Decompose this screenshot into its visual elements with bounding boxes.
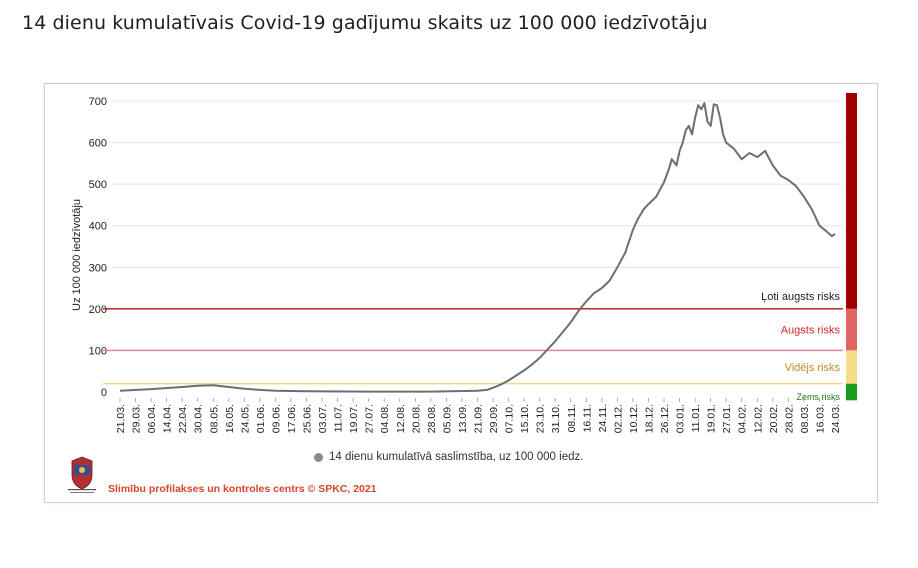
risk-band-label: Vidējs risks bbox=[785, 362, 841, 374]
risk-band bbox=[846, 383, 857, 401]
x-tick-label: 29.03. bbox=[131, 404, 143, 433]
legend-label: 14 dienu kumulatīvā saslimstība, uz 100 … bbox=[329, 451, 584, 463]
risk-band bbox=[846, 93, 857, 309]
x-tick-label: 28.08. bbox=[426, 404, 438, 433]
x-tick-label: 13.09. bbox=[457, 404, 469, 433]
x-tick-label: 19.07. bbox=[348, 404, 360, 433]
x-tick-label: 03.01. bbox=[675, 404, 687, 433]
x-tick-label: 10.12. bbox=[628, 404, 640, 433]
y-tick-label: 300 bbox=[89, 262, 107, 274]
x-tick-label: 21.03. bbox=[115, 404, 127, 433]
x-tick-label: 11.01. bbox=[690, 404, 702, 432]
x-tick-label: 04.02. bbox=[737, 404, 749, 433]
x-tick-label: 23.10. bbox=[535, 404, 547, 433]
x-tick-label: 27.01. bbox=[721, 404, 733, 433]
spkc-logo bbox=[68, 456, 96, 493]
x-tick-label: 27.07. bbox=[364, 404, 376, 433]
y-tick-label: 600 bbox=[89, 138, 107, 150]
x-tick-label: 12.02. bbox=[752, 404, 764, 433]
x-tick-label: 21.09. bbox=[473, 404, 485, 433]
x-tick-label: 15.10. bbox=[519, 404, 531, 433]
x-tick-label: 12.08. bbox=[395, 404, 407, 433]
risk-band-label: Zems risks bbox=[797, 392, 841, 402]
x-tick-label: 03.07. bbox=[317, 404, 329, 433]
risk-band-label: Augsts risks bbox=[781, 325, 841, 337]
x-tick-label: 17.06. bbox=[286, 404, 298, 433]
legend-marker bbox=[314, 452, 323, 462]
risk-band bbox=[846, 350, 857, 384]
x-tick-label: 28.02. bbox=[783, 404, 795, 433]
x-tick-label: 20.08. bbox=[410, 404, 422, 433]
y-tick-label: 100 bbox=[89, 345, 107, 357]
x-tick-label: 24.03. bbox=[830, 404, 842, 433]
x-tick-label: 24.11. bbox=[597, 404, 609, 432]
legend[interactable]: 14 dienu kumulatīvā saslimstība, uz 100 … bbox=[314, 451, 583, 463]
x-tick-label: 30.04. bbox=[193, 404, 205, 433]
x-tick-label: 19.01. bbox=[706, 404, 718, 433]
source-credit: Slimību profilakses un kontroles centrs … bbox=[108, 483, 377, 495]
x-tick-label: 04.08. bbox=[379, 404, 391, 433]
risk-band-label: Ļoti augsts risks bbox=[761, 291, 840, 303]
x-tick-label: 26.12. bbox=[659, 404, 671, 433]
risk-bands: Ļoti augsts risks Augsts risks Vidējs risk… bbox=[761, 93, 857, 402]
y-tick-label: 500 bbox=[89, 179, 107, 191]
x-tick-label: 09.06. bbox=[270, 404, 282, 433]
x-tick-label: 01.06. bbox=[255, 404, 267, 433]
risk-band bbox=[846, 308, 857, 351]
x-tick-label: 08.11. bbox=[566, 404, 578, 432]
page-title: 14 dienu kumulatīvais Covid-19 gadījumu … bbox=[22, 12, 708, 34]
x-tick-label: 29.09. bbox=[488, 404, 500, 433]
chart-frame bbox=[44, 83, 878, 503]
x-tick-label: 20.02. bbox=[768, 404, 780, 433]
y-tick-labels: 0 100 200 300 400 500 600 700 bbox=[89, 96, 107, 399]
x-tick-label: 05.09. bbox=[441, 404, 453, 433]
y-tick-label: 400 bbox=[89, 221, 107, 233]
x-tick-label: 16.03. bbox=[814, 404, 826, 433]
x-tick-label: 25.06. bbox=[302, 404, 314, 433]
x-tick-label: 07.10. bbox=[504, 404, 516, 433]
x-tick-label: 08.03. bbox=[799, 404, 811, 433]
series-line bbox=[119, 102, 836, 393]
y-tick-label: 700 bbox=[89, 96, 107, 108]
series-group bbox=[119, 102, 836, 393]
x-tick-label: 16.11. bbox=[581, 404, 593, 432]
y-axis-label: Uz 100 000 iedzīvotāju bbox=[71, 199, 83, 311]
x-tick-label: 24.05. bbox=[239, 404, 251, 433]
x-tick-label: 06.04. bbox=[146, 404, 158, 433]
x-tick-label: 31.10. bbox=[550, 404, 562, 433]
x-tick-label: 22.04. bbox=[177, 404, 189, 433]
x-tick-label: 02.12. bbox=[612, 404, 624, 433]
x-tick-label: 11.07. bbox=[333, 404, 345, 432]
x-tick-label: 16.05. bbox=[224, 404, 236, 433]
y-tick-label: 200 bbox=[89, 304, 107, 316]
x-tick-labels: 21.03. 29.03. 06.04. 14.04. 22.04. 30.04. 08.0… bbox=[115, 398, 842, 433]
x-tick-label: 08.05. bbox=[208, 404, 220, 433]
y-tick-label: 0 bbox=[101, 387, 107, 399]
x-tick-label: 14.04. bbox=[162, 404, 174, 433]
grid-lines bbox=[112, 100, 842, 351]
x-tick-label: 18.12. bbox=[643, 404, 655, 433]
threshold-lines bbox=[103, 308, 843, 385]
